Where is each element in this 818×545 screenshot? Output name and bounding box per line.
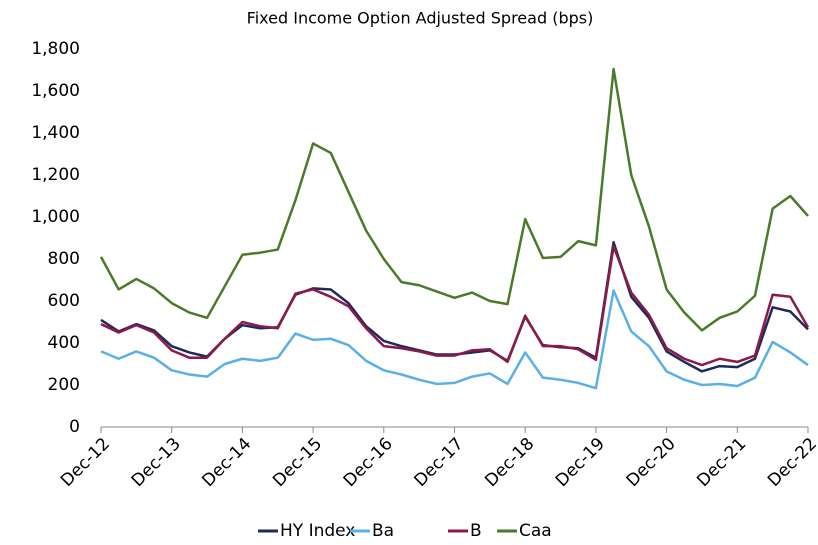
x-tick-label: Dec-14 — [198, 434, 255, 491]
x-tick-label: Dec-16 — [340, 434, 397, 491]
x-tick-label: Dec-22 — [764, 434, 818, 491]
legend-label: Ba — [372, 521, 394, 541]
series-line — [99, 67, 809, 332]
chart-title: Fixed Income Option Adjusted Spread (bps… — [247, 9, 594, 28]
legend-label: Caa — [519, 521, 552, 541]
y-tick-label: 1,800 — [31, 39, 80, 59]
x-tick-label: Dec-15 — [269, 434, 326, 491]
series-line — [100, 289, 809, 390]
y-tick-label: 0 — [69, 417, 80, 437]
x-tick-label: Dec-12 — [57, 434, 114, 491]
x-tick-label: Dec-17 — [411, 434, 468, 491]
y-tick-label: 800 — [48, 249, 80, 269]
x-tick-label: Dec-18 — [481, 434, 538, 491]
y-tick-label: 400 — [48, 333, 80, 353]
y-tick-label: 1,200 — [31, 165, 80, 185]
legend-label: HY Index — [280, 521, 355, 541]
y-tick-label: 600 — [48, 291, 80, 311]
y-tick-label: 1,400 — [31, 123, 80, 143]
series-line — [100, 245, 810, 367]
legend-label: B — [470, 521, 482, 541]
x-tick-label: Dec-21 — [693, 434, 750, 491]
y-tick-label: 200 — [48, 375, 80, 395]
x-tick-label: Dec-20 — [623, 434, 680, 491]
y-tick-label: 1,000 — [31, 207, 80, 227]
x-tick-label: Dec-19 — [552, 434, 609, 491]
y-tick-label: 1,600 — [31, 81, 80, 101]
series-line — [100, 240, 809, 373]
x-tick-label: Dec-13 — [128, 434, 185, 491]
